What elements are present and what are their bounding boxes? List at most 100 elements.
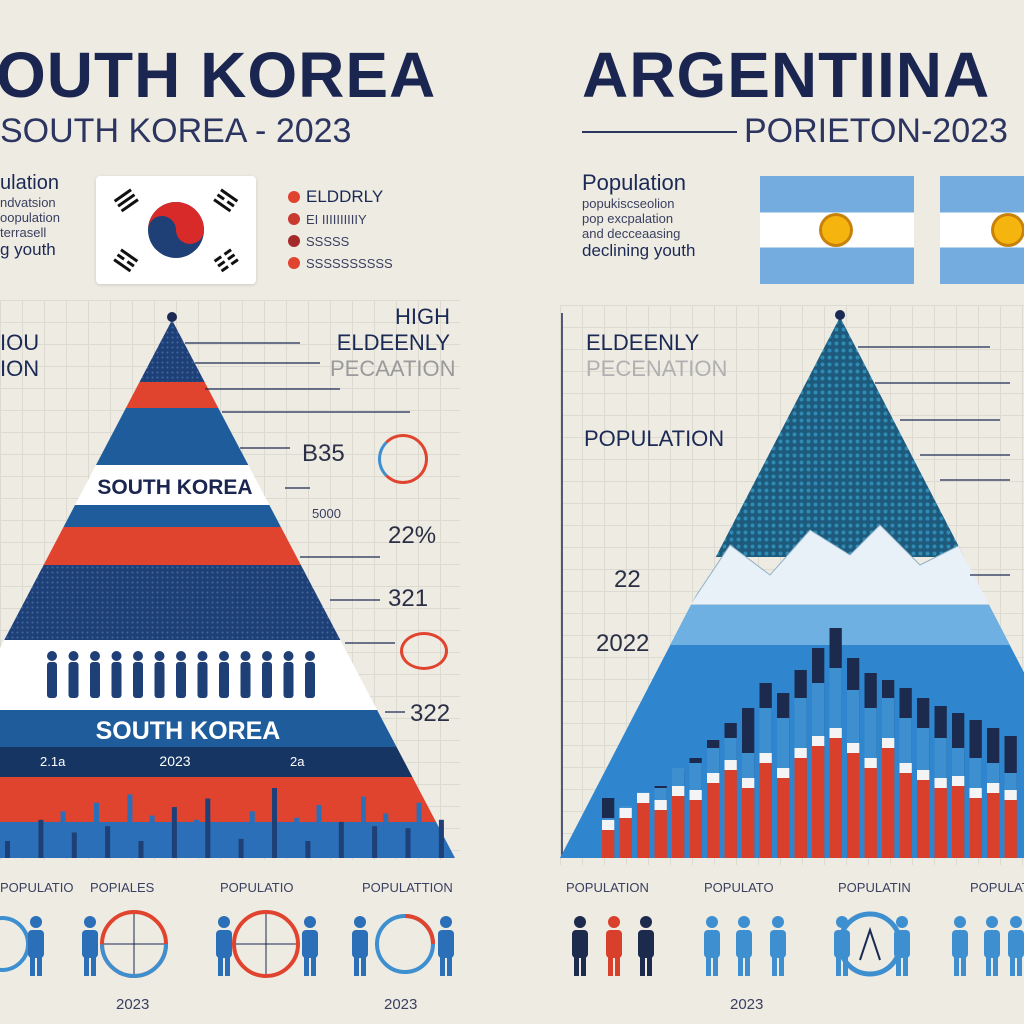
argentina-bars — [602, 628, 1017, 858]
argentina-bar-white — [829, 728, 842, 738]
korea-band-side: 2.1a — [40, 754, 66, 769]
argentina-bar-white — [672, 786, 685, 796]
legend-item: EI IIIIIIIIIIY — [288, 208, 393, 230]
korea-bar — [171, 807, 177, 858]
argentina-bar-white — [952, 776, 965, 786]
korea-bar — [82, 838, 88, 858]
korea-bottom-year: 2023 — [116, 996, 150, 1013]
korea-value-label: 321 — [388, 585, 429, 612]
argentina-intro-line: declining youth — [582, 241, 696, 260]
korea-value-label: 322 — [410, 700, 451, 727]
argentina-bar-white — [864, 758, 877, 768]
korea-bar — [372, 826, 378, 858]
argentina-bar-red — [987, 793, 1000, 858]
korea-bar — [227, 824, 233, 858]
argentina-bottom-year: 2023 — [730, 996, 764, 1013]
person-icon — [736, 916, 752, 976]
korea-bar — [394, 838, 400, 858]
argentina-leader-lines — [858, 346, 1010, 576]
legend-label: EI IIIIIIIIIIY — [306, 211, 367, 227]
argentina-bar-white — [969, 788, 982, 798]
korea-value-label: 22% — [388, 522, 437, 549]
ring-icon — [400, 632, 448, 670]
korea-intro-line: terrasell — [0, 225, 47, 240]
korea-legend: ELDDRLY EI IIIIIIIIIIY SSSSS SSSSSSSSSS — [288, 186, 393, 274]
argentina-intro-line: popukiscseolion — [582, 196, 675, 211]
korea-intro: ulation ndvatsion oopulation terrasell g… — [0, 172, 60, 260]
korea-bar — [138, 841, 144, 858]
person-icon — [154, 651, 165, 698]
korea-bar — [238, 838, 244, 858]
korea-bar — [116, 834, 122, 858]
argentina-chart — [560, 310, 1024, 858]
korea-bar — [149, 815, 155, 858]
person-icon — [28, 916, 44, 976]
korea-bar — [305, 841, 311, 858]
korea-bar — [60, 811, 66, 858]
argentina-bar-red — [934, 788, 947, 858]
legend-dot — [288, 191, 300, 203]
person-icon — [952, 916, 968, 976]
argentina-bottom-icons — [572, 911, 1024, 977]
person-icon — [572, 916, 588, 976]
argentina-bar-red — [847, 753, 860, 858]
argentina-bar-red — [759, 763, 772, 858]
person-icon — [1008, 916, 1024, 976]
argentina-bar-white — [777, 768, 790, 778]
korea-bar — [49, 836, 55, 858]
argentina-bar-white — [619, 808, 632, 818]
sun-icon — [822, 216, 850, 244]
korea-bar — [27, 845, 33, 858]
argentina-bar-white — [689, 790, 702, 800]
person-icon — [82, 916, 98, 976]
korea-bottom-icons — [0, 910, 454, 978]
korea-bar — [316, 805, 322, 858]
person-icon — [770, 916, 786, 976]
person-icon — [47, 651, 57, 698]
korea-band-year: 2023 — [159, 753, 190, 769]
annotation-line: HIGH — [395, 304, 450, 329]
korea-bar — [105, 826, 111, 858]
argentina-bar-red — [1004, 800, 1017, 858]
korea-value-label: B35 — [302, 440, 345, 467]
argentina-bar-red — [969, 798, 982, 858]
korea-bar — [71, 832, 77, 858]
korea-bar — [38, 819, 44, 858]
argentina-intro-line: and decceaasing — [582, 226, 681, 241]
korea-leader-lines — [185, 342, 410, 713]
korea-side-label: IOU — [0, 330, 40, 355]
korea-subtitle: SOUTH KOREA - 2023 — [0, 112, 352, 150]
argentina-bar-red — [654, 810, 667, 858]
argentina-bar-white — [934, 778, 947, 788]
argentina-subtitle: PORIETON-2023 — [744, 112, 1008, 150]
person-icon — [216, 916, 232, 976]
argentina-bar-white — [654, 800, 667, 810]
argentina-bar-red — [724, 770, 737, 858]
korea-band-side: 2a — [290, 754, 305, 769]
argentina-bar-white — [637, 793, 650, 803]
legend-dot — [288, 257, 300, 269]
argentina-bar-red — [637, 803, 650, 858]
argentina-bar-red — [794, 758, 807, 858]
korea-title: OUTH KOREA — [0, 39, 437, 111]
korea-bar — [216, 832, 222, 858]
korea-bar — [361, 796, 366, 858]
korea-bar — [5, 841, 10, 858]
ring-icon — [378, 434, 428, 484]
korea-bars — [5, 788, 444, 858]
person-icon — [68, 651, 79, 698]
korea-small-note: 5000 — [312, 506, 341, 521]
korea-intro-line: oopulation — [0, 210, 60, 225]
person-icon — [352, 916, 368, 976]
korea-people-row — [0, 305, 5, 309]
argentina-bar-white — [847, 743, 860, 753]
argentina-annotation: PECENATION — [586, 356, 728, 381]
person-icon — [219, 651, 229, 698]
korea-bottom-label: POPIALES — [90, 880, 155, 895]
argentina-bar-red — [952, 786, 965, 858]
korea-bar — [383, 813, 389, 858]
argentina-bottom-label: POPULATIN — [838, 880, 911, 895]
korea-bar — [272, 788, 277, 858]
argentina-bar-red — [829, 738, 842, 858]
legend-dot — [288, 235, 300, 247]
